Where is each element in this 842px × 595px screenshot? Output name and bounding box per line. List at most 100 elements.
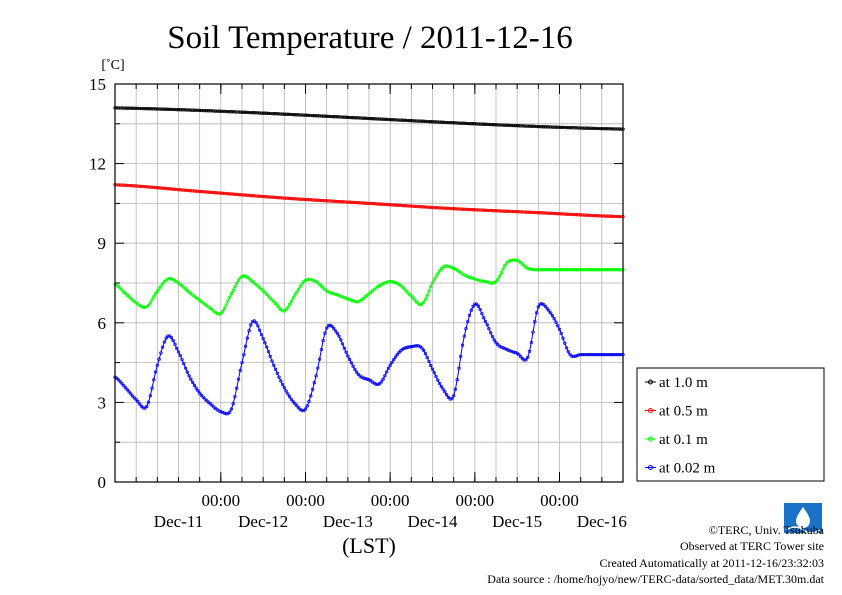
data-point [236,278,241,282]
data-point [160,282,165,286]
data-point [254,282,258,287]
legend-box [636,367,825,482]
data-point [171,107,175,112]
data-point [609,127,613,131]
data-point [519,124,523,128]
data-point [478,208,482,212]
data-point [587,213,592,218]
data-point [309,394,313,398]
data-point [129,106,133,110]
legend-label: at 0.02 m [659,461,716,477]
data-point [570,126,574,130]
data-point [333,199,338,204]
data-point [162,107,167,111]
data-point [143,305,147,310]
data-point [469,276,473,280]
data-point [224,109,228,114]
data-point [293,197,297,201]
data-point [201,108,205,113]
data-point [293,402,297,406]
data-point [526,210,530,214]
data-point [452,394,456,398]
data-point [490,122,495,127]
data-point [531,267,535,272]
series-line [114,184,624,218]
data-point [303,113,308,117]
data-point [392,203,396,207]
data-point [434,120,438,124]
data-point [580,126,585,130]
series-layer [113,106,625,416]
data-point [404,118,408,123]
data-point [208,190,212,194]
data-point [270,111,274,116]
data-point [556,125,560,129]
data-point [413,298,417,302]
data-point [422,205,426,209]
data-point [573,268,578,272]
data-point [609,214,613,218]
data-point [157,286,161,291]
data-point [494,341,498,345]
data-point [460,207,465,211]
data-point [577,126,581,130]
data-point [210,109,214,113]
data-point [265,111,269,115]
data-point [390,280,394,284]
data-point [310,278,315,282]
data-point [564,268,569,272]
data-point [155,107,159,111]
data-point [275,195,279,200]
data-point [584,352,588,357]
data-point [217,409,221,413]
data-point [139,184,144,189]
data-point [503,346,507,351]
data-point [302,197,306,202]
x-tick-date-label: Dec-13 [323,512,373,531]
data-point [450,121,454,125]
data-point [543,268,548,272]
data-point [570,212,574,217]
data-point [257,285,262,290]
data-point [464,274,468,278]
data-point [392,118,396,122]
data-point [280,382,285,387]
data-point [460,121,465,125]
data-point [392,358,396,362]
data-point [138,184,142,188]
data-point [370,201,375,206]
data-point [347,115,352,120]
data-point [610,127,615,131]
data-point [552,211,556,216]
data-point [513,209,518,214]
data-point [153,370,158,374]
data-point [268,296,272,300]
data-point [453,387,458,391]
data-point [533,210,537,215]
data-point [330,324,334,329]
data-point [287,196,292,201]
data-point [162,280,167,284]
data-point [355,370,359,374]
data-point [474,122,479,126]
series-at-0-1-m [113,258,625,316]
data-point [508,123,512,128]
data-point [198,189,202,194]
data-point [330,114,334,119]
data-point [169,336,174,340]
data-point [434,275,438,279]
data-point [293,293,297,297]
data-point [222,191,227,196]
data-point [217,109,221,113]
data-point [450,206,454,211]
data-point [478,278,482,283]
data-point [182,188,186,192]
data-point [452,121,456,125]
data-point [467,313,472,317]
data-point [476,208,481,212]
data-point [441,387,445,391]
data-point [157,107,161,111]
data-point [365,116,369,121]
data-point [571,126,576,130]
data-point [384,117,389,122]
